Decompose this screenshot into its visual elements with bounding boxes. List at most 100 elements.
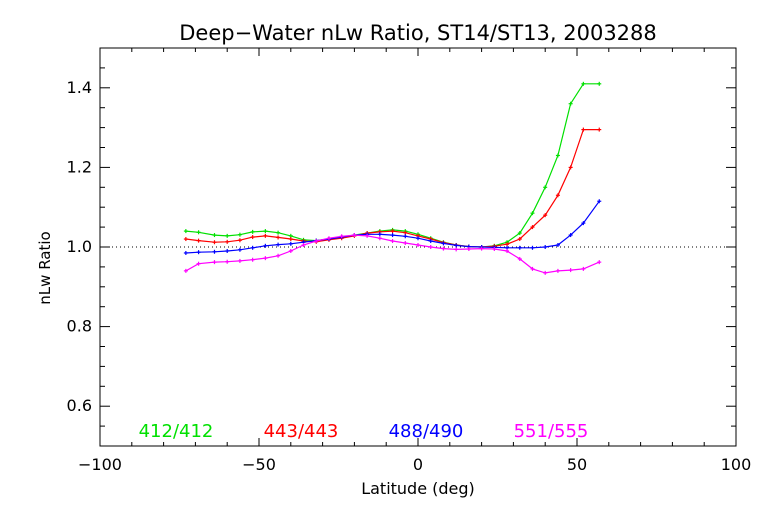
data-point <box>225 248 230 253</box>
data-point <box>543 185 548 190</box>
data-point <box>466 246 471 251</box>
legend: 412/412 443/443 488/490 551/555 <box>139 421 589 442</box>
data-point <box>276 242 281 247</box>
data-point <box>301 243 306 248</box>
y-tick-label: 0.6 <box>67 396 92 415</box>
data-point <box>597 127 602 132</box>
x-tick-label: −50 <box>242 455 276 474</box>
data-point <box>225 259 230 264</box>
data-point <box>288 241 293 246</box>
data-point <box>555 243 560 248</box>
data-point <box>568 165 573 170</box>
data-point <box>276 235 281 240</box>
data-point <box>263 243 268 248</box>
data-point <box>314 239 319 244</box>
data-point <box>581 81 586 86</box>
data-point <box>339 234 344 239</box>
data-point <box>581 127 586 132</box>
data-point <box>237 247 242 252</box>
data-point <box>377 232 382 237</box>
data-point <box>597 81 602 86</box>
x-axis-label: Latitude (deg) <box>361 479 475 498</box>
data-point <box>390 233 395 238</box>
x-tick-label: 0 <box>413 455 423 474</box>
data-point <box>390 229 395 234</box>
data-point <box>428 239 433 244</box>
data-point <box>403 234 408 239</box>
data-point <box>183 268 188 273</box>
data-point <box>505 248 510 253</box>
data-point <box>390 239 395 244</box>
data-point <box>441 246 446 251</box>
x-tick-label: 100 <box>721 455 752 474</box>
legend-entry: 488/490 <box>389 421 464 442</box>
data-point <box>196 250 201 255</box>
legend-entry: 551/555 <box>514 421 589 442</box>
data-point <box>597 260 602 265</box>
data-point <box>517 231 522 236</box>
data-point <box>288 237 293 242</box>
data-point <box>555 268 560 273</box>
data-point <box>276 253 281 258</box>
y-tick-label: 1.4 <box>67 78 92 97</box>
y-tick-label: 0.8 <box>67 317 92 336</box>
legend-entry: 443/443 <box>264 421 339 442</box>
y-axis-label: nLw Ratio <box>36 231 54 304</box>
x-tick-label: −100 <box>78 455 122 474</box>
data-point <box>225 233 230 238</box>
data-point <box>416 236 420 241</box>
series-group <box>183 81 602 275</box>
data-point <box>555 193 560 198</box>
data-point <box>581 221 586 226</box>
data-point <box>250 245 255 250</box>
data-point <box>365 233 370 238</box>
series-line <box>185 200 600 254</box>
data-point <box>454 243 459 248</box>
data-point <box>441 241 446 246</box>
data-point <box>183 237 188 242</box>
data-point <box>530 211 535 216</box>
data-point <box>543 270 548 275</box>
data-point <box>183 229 188 234</box>
data-point <box>543 245 548 249</box>
data-point <box>237 238 242 243</box>
data-point <box>492 246 497 251</box>
axis-ticks: −100 −50 0 50 100 0.6 0.8 1.0 1.2 1.4 <box>67 47 752 474</box>
data-point <box>530 225 535 230</box>
data-point <box>517 245 522 250</box>
data-point <box>517 237 522 242</box>
data-point <box>416 243 420 248</box>
data-point <box>250 257 255 262</box>
legend-entry: 412/412 <box>139 421 214 442</box>
data-point <box>250 235 255 240</box>
data-point <box>276 230 281 235</box>
data-point <box>212 240 217 245</box>
data-point <box>517 256 522 261</box>
data-point <box>479 246 484 251</box>
data-point <box>237 232 242 237</box>
data-point <box>581 266 586 271</box>
data-point <box>530 266 535 271</box>
data-point <box>196 238 201 243</box>
data-point <box>403 230 408 235</box>
data-point <box>196 230 201 235</box>
data-point <box>212 249 217 254</box>
data-point <box>263 256 268 261</box>
data-point <box>597 199 602 204</box>
data-point <box>505 242 510 247</box>
data-point <box>263 229 268 234</box>
data-point <box>568 268 573 273</box>
data-point <box>555 153 560 158</box>
data-point <box>225 239 230 244</box>
data-point <box>212 233 217 238</box>
y-tick-label: 1.0 <box>67 237 92 256</box>
data-point <box>568 101 573 106</box>
data-point <box>377 236 382 241</box>
data-point <box>454 247 459 252</box>
data-point <box>196 261 201 266</box>
data-point <box>530 245 535 250</box>
data-point <box>352 233 357 238</box>
data-point <box>543 213 548 218</box>
data-point <box>250 229 255 234</box>
